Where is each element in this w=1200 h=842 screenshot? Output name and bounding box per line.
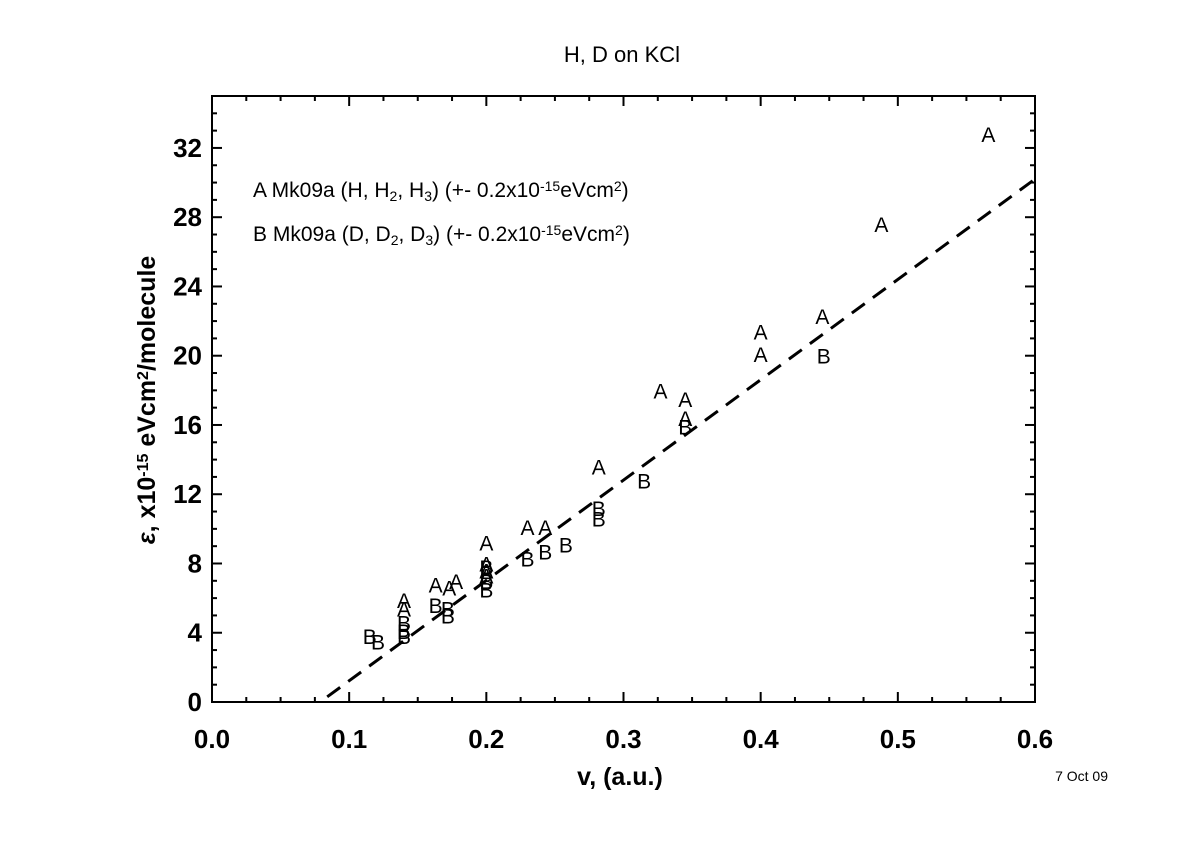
point-a: A [449, 571, 463, 594]
legend-entry-b: B Mk09a (D, D2, D3) (+- 0.2x10-15eVcm2) [253, 222, 630, 248]
point-b: B [371, 631, 385, 654]
point-a: A [520, 517, 534, 540]
point-b: B [538, 541, 552, 564]
point-a: A [654, 380, 668, 403]
point-a: A [442, 578, 456, 601]
point-b: B [441, 599, 455, 622]
point-a: A [678, 408, 692, 431]
point-b: B [637, 470, 651, 493]
point-a: A [397, 599, 411, 622]
point-a: A [678, 389, 692, 412]
axis-ticks [211, 95, 1036, 703]
y-tick-label: 32 [173, 133, 202, 163]
point-b: B [397, 621, 411, 644]
point-b: B [520, 548, 534, 571]
y-axis-label: ε, x10-15 eVcm2/molecule [133, 256, 161, 545]
point-a: A [981, 124, 995, 147]
point-a: A [479, 553, 493, 576]
point-b: B [592, 498, 606, 521]
point-b: B [559, 534, 573, 557]
point-b: B [397, 612, 411, 635]
point-b: B [363, 626, 377, 649]
legend-entry-a: A Mk09a (H, H2, H3) (+- 0.2x10-15eVcm2) [253, 178, 629, 204]
legend: A Mk09a (H, H2, H3) (+- 0.2x10-15eVcm2) B… [253, 178, 630, 248]
x-tick-label: 0.2 [468, 724, 504, 754]
point-b: B [678, 417, 692, 440]
point-a: A [479, 560, 493, 583]
point-a: A [538, 517, 552, 540]
y-tick-label: 4 [188, 618, 203, 648]
x-tick-label: 0.1 [331, 724, 367, 754]
point-b: B [479, 579, 493, 602]
point-a: A [479, 566, 493, 589]
point-b: B [817, 346, 831, 369]
point-b: B [397, 626, 411, 649]
date-stamp: 7 Oct 09 [1055, 768, 1108, 784]
point-a: A [397, 590, 411, 613]
x-tick-label: 0.0 [194, 724, 230, 754]
point-a: A [592, 457, 606, 480]
chart-title: H, D on KCl [564, 42, 680, 67]
point-b: B [429, 595, 443, 618]
point-b: B [479, 557, 493, 580]
x-axis-label: v, (a.u.) [577, 763, 663, 791]
y-tick-label: 0 [188, 687, 202, 717]
y-tick-label: 16 [173, 410, 202, 440]
point-b: B [441, 605, 455, 628]
y-tick-label: 8 [188, 548, 202, 578]
fit-line [326, 177, 1036, 699]
y-tick-label: 20 [173, 341, 202, 371]
x-tick-label: 0.4 [743, 724, 780, 754]
x-tick-label: 0.3 [605, 724, 641, 754]
y-tick-label: 12 [173, 479, 202, 509]
point-b: B [479, 571, 493, 594]
tick-labels: 0.0 0.1 0.2 0.3 0.4 0.5 0.6 0 4 8 12 16 20 24 28 32 [173, 133, 1053, 754]
fit-line-group [326, 177, 1036, 699]
y-tick-label: 24 [173, 271, 202, 301]
x-tick-label: 0.6 [1017, 724, 1053, 754]
point-a: A [479, 533, 493, 556]
y-tick-label: 28 [173, 202, 202, 232]
point-a: A [815, 306, 829, 329]
point-a: A [429, 574, 443, 597]
x-tick-label: 0.5 [880, 724, 916, 754]
point-b: B [592, 508, 606, 531]
point-a: A [754, 344, 768, 367]
point-a: A [754, 321, 768, 344]
point-a: A [874, 214, 888, 237]
